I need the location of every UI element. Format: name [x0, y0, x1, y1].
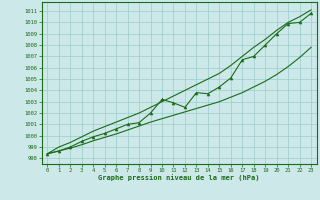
- X-axis label: Graphe pression niveau de la mer (hPa): Graphe pression niveau de la mer (hPa): [99, 175, 260, 181]
